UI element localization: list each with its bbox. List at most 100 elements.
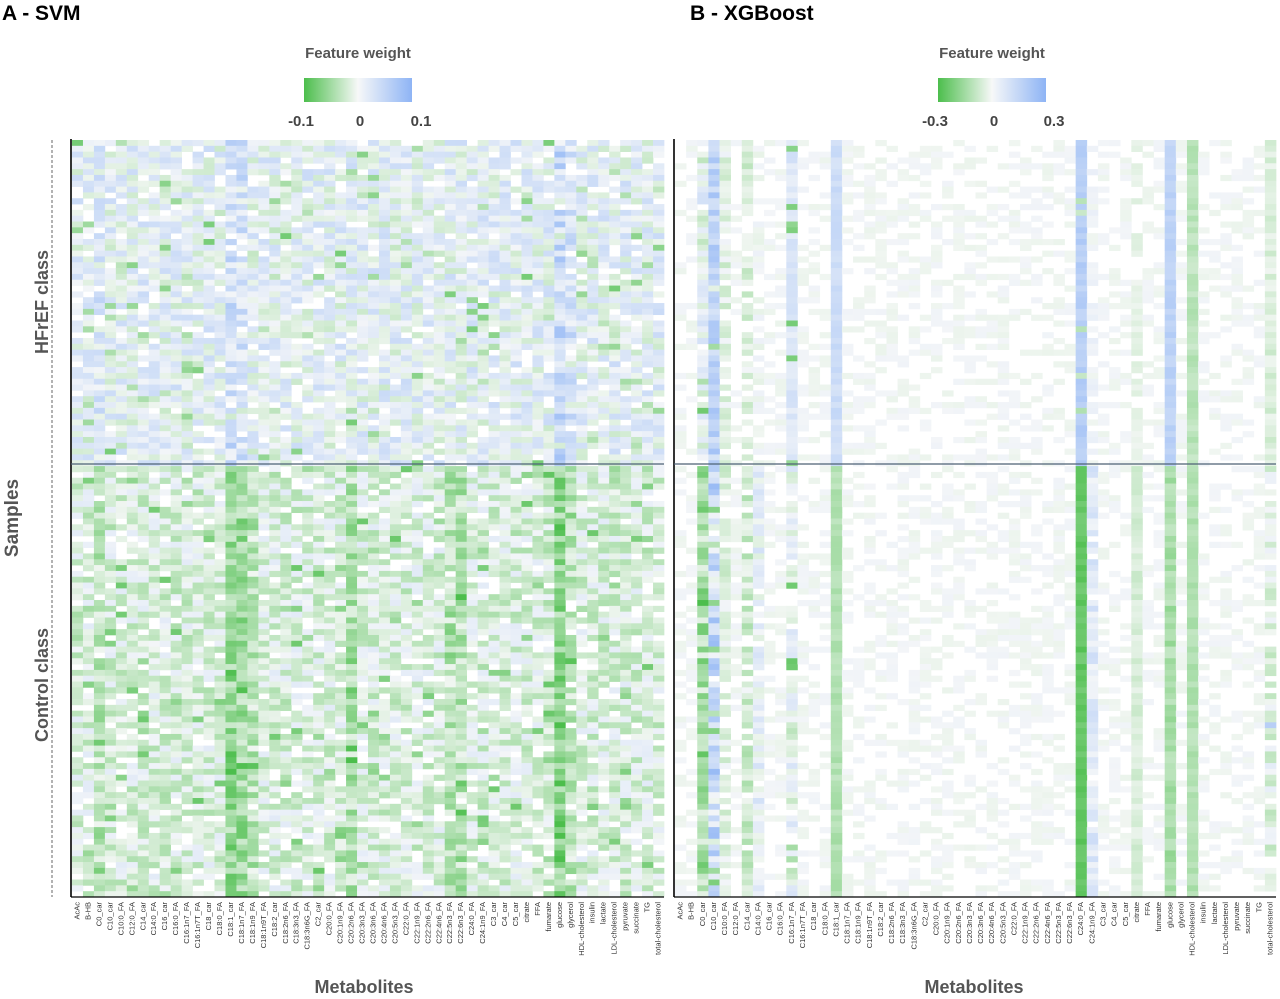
heatmap-cell (115, 215, 128, 222)
heatmap-cell (368, 605, 380, 613)
heatmap-cell (346, 157, 358, 164)
heatmap-cell (225, 308, 237, 316)
heatmap-cell (466, 547, 478, 554)
heatmap-cell (455, 867, 468, 875)
heatmap-cell (455, 279, 468, 286)
heatmap-cell (400, 337, 413, 345)
heatmap-cell (148, 174, 161, 182)
heatmap-cell (302, 821, 314, 828)
heatmap-cell (203, 145, 215, 152)
heatmap-cell (170, 722, 182, 729)
heatmap-cell (126, 215, 139, 222)
heatmap-cell (192, 745, 204, 752)
heatmap-cell (389, 780, 402, 787)
heatmap-cell (411, 867, 424, 875)
heatmap-cell (181, 442, 193, 449)
heatmap-cell (236, 862, 248, 869)
heatmap-cell (203, 675, 215, 682)
heatmap-cell (302, 186, 314, 193)
heatmap-cell (357, 337, 369, 345)
heatmap-cell (488, 407, 500, 415)
heatmap-cell (335, 821, 347, 828)
heatmap-cell (236, 192, 248, 199)
heatmap-cell (324, 832, 336, 840)
heatmap-cell (72, 343, 84, 350)
heatmap-cell (225, 699, 237, 706)
heatmap-cell (357, 431, 369, 438)
heatmap-cell (258, 209, 270, 217)
heatmap-cell (236, 489, 248, 496)
heatmap-cell (291, 652, 303, 659)
heatmap-cell (148, 209, 161, 217)
heatmap-cell (389, 716, 402, 723)
heatmap-cell (411, 541, 424, 548)
heatmap-cell (280, 337, 292, 345)
heatmap-cell (126, 646, 139, 653)
heatmap-cell (137, 378, 150, 385)
heatmap-cell (93, 407, 106, 415)
heatmap-cell (477, 815, 489, 822)
heatmap-cell (532, 204, 544, 211)
heatmap-cell (510, 652, 522, 659)
heatmap-cell (159, 623, 172, 630)
heatmap-cell (444, 733, 457, 741)
heatmap-cell (225, 419, 237, 426)
heatmap-cell (389, 815, 402, 822)
heatmap-cell (225, 326, 237, 333)
heatmap-cell (181, 518, 193, 525)
heatmap-cell (510, 891, 522, 898)
heatmap-cell (214, 850, 226, 857)
heatmap-cell (291, 739, 303, 746)
heatmap-cell (247, 541, 259, 548)
heatmap-cell (411, 605, 424, 613)
heatmap-cell (488, 204, 500, 211)
heatmap-cell (324, 209, 336, 217)
heatmap-cell (313, 157, 325, 164)
heatmap-cell (258, 751, 270, 758)
heatmap-cell (159, 378, 172, 385)
heatmap-cell (93, 879, 106, 886)
heatmap-cell (400, 326, 413, 333)
heatmap-cell (203, 378, 215, 385)
heatmap-cell (335, 390, 347, 397)
heatmap-cell (214, 530, 226, 537)
heatmap-cell (477, 140, 489, 147)
heatmap-cell (247, 798, 259, 805)
heatmap-cell (104, 867, 117, 875)
heatmap-cell (280, 733, 292, 741)
heatmap-cell (477, 681, 489, 688)
heatmap-cell (313, 501, 325, 508)
heatmap-cell (433, 640, 446, 647)
heatmap-cell (411, 681, 424, 688)
heatmap-cell (389, 728, 402, 735)
heatmap-cell (521, 658, 533, 665)
heatmap-cell (422, 489, 435, 496)
heatmap-cell (93, 809, 106, 816)
heatmap-cell (214, 355, 226, 362)
heatmap-cell (302, 361, 314, 368)
heatmap-cell (225, 221, 237, 228)
heatmap-cell (225, 576, 237, 583)
heatmap-cell (521, 763, 533, 770)
heatmap-cell (444, 827, 457, 834)
heatmap-cell (400, 466, 413, 473)
heatmap-cell (499, 209, 511, 217)
heatmap-cell (422, 873, 435, 880)
heatmap-cell (389, 384, 402, 391)
heatmap-cell (455, 553, 468, 560)
heatmap-cell (499, 367, 511, 374)
heatmap-cell (521, 425, 533, 432)
heatmap-cell (400, 669, 413, 677)
heatmap-cell (499, 733, 511, 741)
heatmap-cell (444, 501, 457, 508)
heatmap-cell (236, 768, 248, 776)
heatmap-cell (400, 780, 413, 787)
heatmap-cell (137, 838, 150, 845)
heatmap-cell (444, 326, 457, 333)
heatmap-cell (411, 716, 424, 723)
heatmap-cell (115, 844, 128, 851)
heatmap-cell (291, 250, 303, 257)
heatmap-cell (357, 768, 369, 776)
heatmap-cell (313, 617, 325, 624)
heatmap-cell (433, 757, 446, 764)
